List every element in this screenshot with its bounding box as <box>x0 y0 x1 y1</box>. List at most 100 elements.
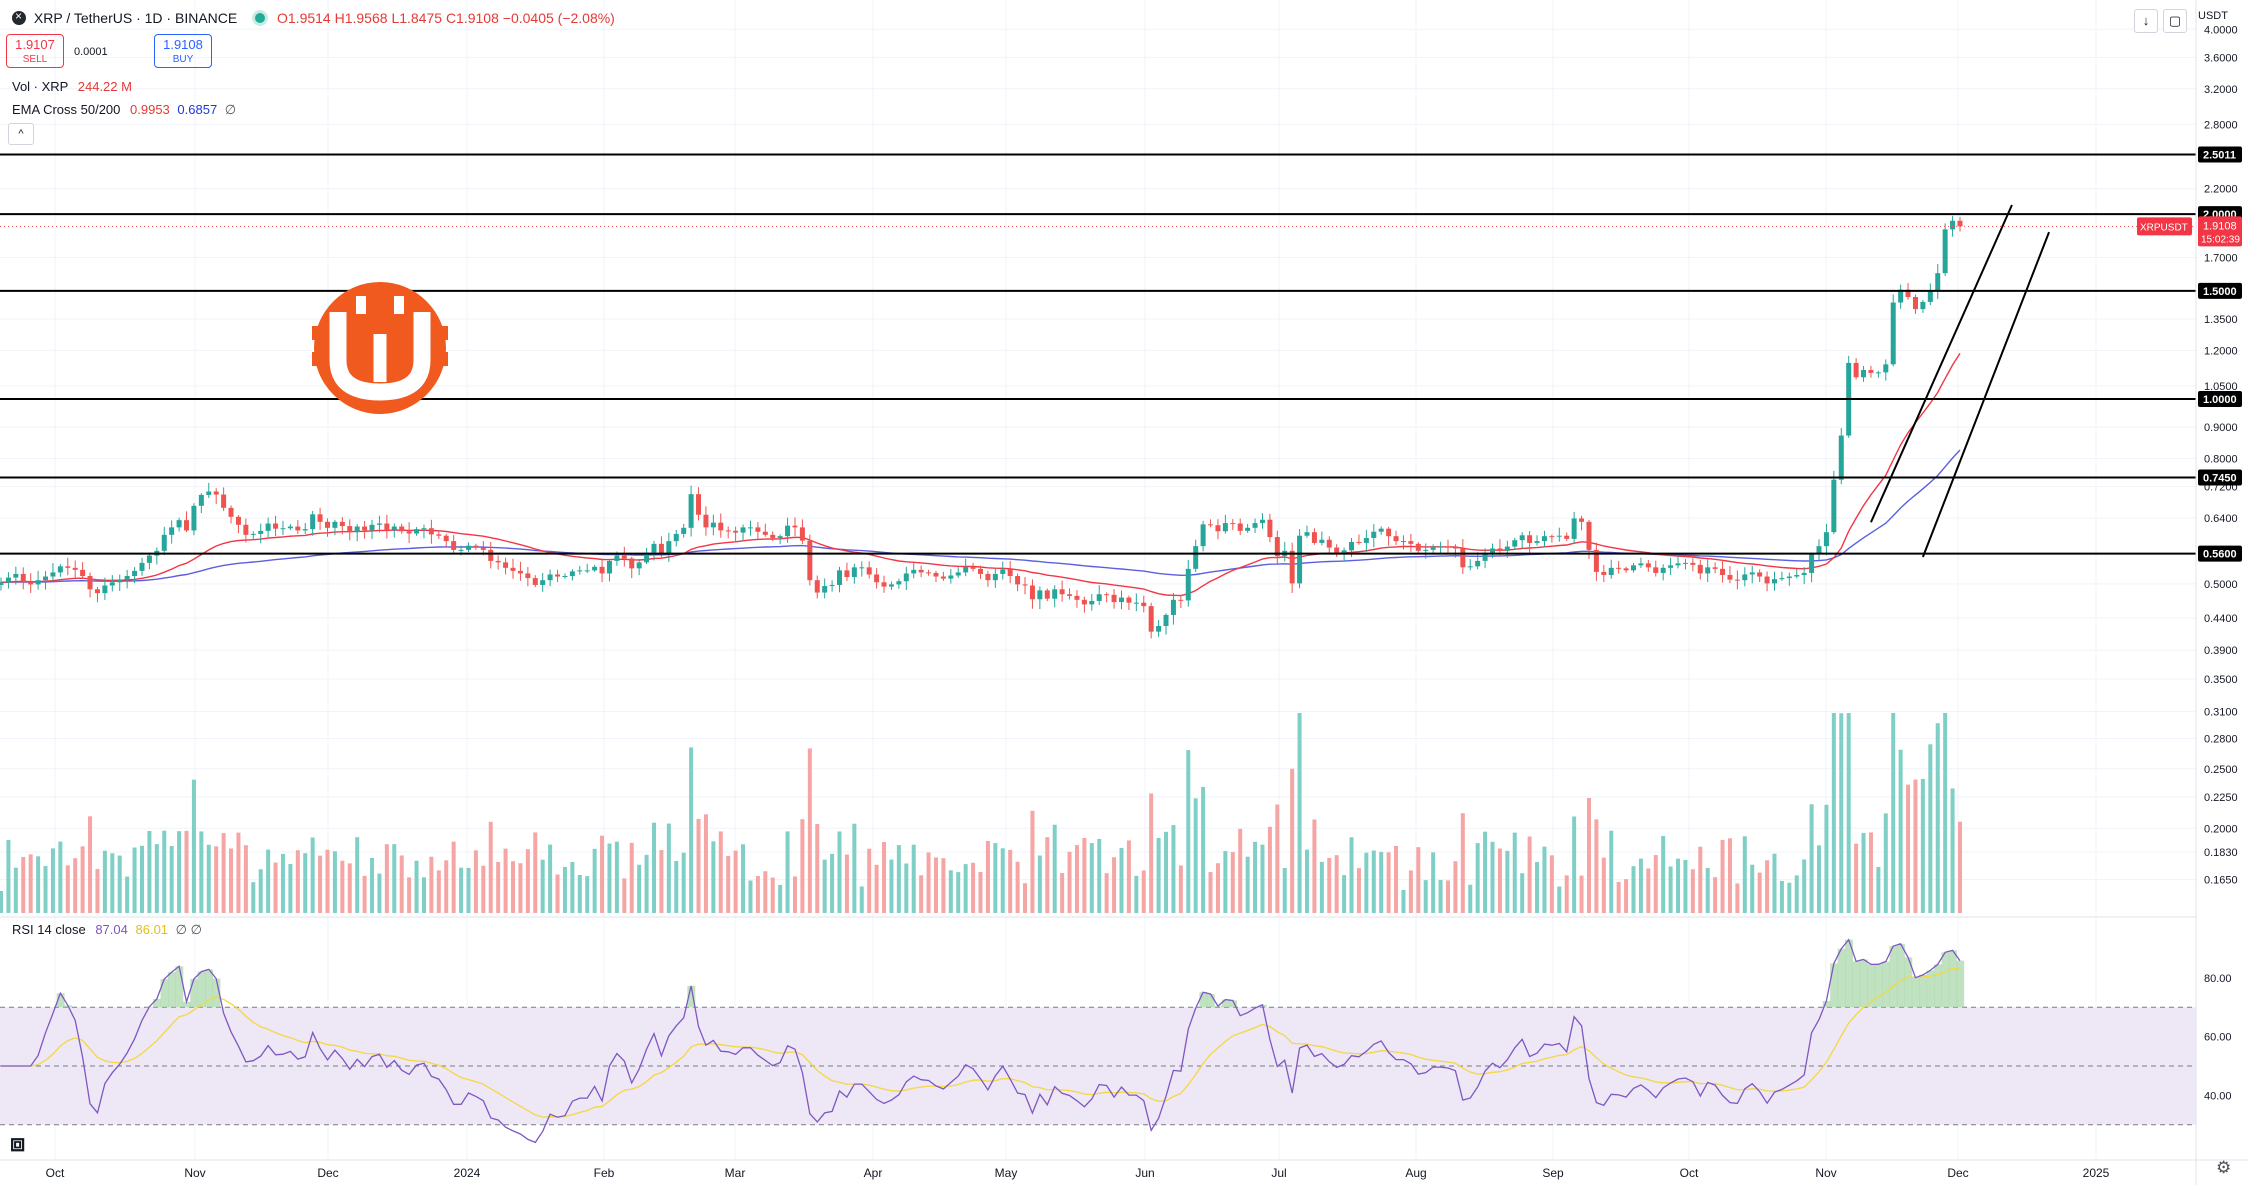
volume-bar <box>1958 821 1962 913</box>
candle-body <box>1156 625 1162 632</box>
volume-bar <box>1802 859 1807 913</box>
volume-bar <box>666 823 671 913</box>
candle-body <box>681 527 687 534</box>
candle-body <box>310 514 316 530</box>
volume-bar <box>295 850 300 913</box>
volume-bar <box>347 863 352 913</box>
candle-body <box>978 568 983 574</box>
volume-bar <box>926 852 931 913</box>
volume-bar <box>214 846 219 913</box>
volume-bar <box>577 875 582 913</box>
price-tick-label: 0.3900 <box>2204 645 2238 657</box>
volume-bar <box>1245 856 1250 913</box>
fullscreen-icon[interactable]: ▢ <box>2163 9 2187 33</box>
rsi-ob-segment <box>1844 939 1853 1008</box>
ema-suffix: ∅ <box>224 102 237 117</box>
volume-bar <box>392 844 397 913</box>
candle-body <box>1579 518 1585 522</box>
volume-bar <box>1045 837 1050 913</box>
volume-bar <box>1549 855 1554 913</box>
volume-bar <box>800 819 805 913</box>
volume-bar <box>703 814 708 913</box>
candle-body <box>1178 599 1184 601</box>
candle-body <box>1371 531 1377 538</box>
volume-bar <box>822 859 827 913</box>
volume-bar <box>956 872 961 913</box>
candle-body <box>1482 552 1488 561</box>
candle-body <box>851 567 857 578</box>
volume-bar <box>592 848 597 913</box>
logo-glyph <box>356 296 366 314</box>
candle-body <box>1222 523 1228 532</box>
volume-bar <box>689 747 694 913</box>
volume-bar <box>1601 857 1606 913</box>
candle-body <box>1430 546 1436 550</box>
volume-bar <box>370 857 375 913</box>
volume-bar <box>303 853 308 913</box>
volume-bar <box>830 853 835 913</box>
volume-bar <box>562 866 567 913</box>
candle-body <box>651 543 657 553</box>
volume-bar <box>1817 845 1822 913</box>
volume-bar <box>1141 870 1146 913</box>
candle-body <box>1148 606 1154 632</box>
volume-bar <box>58 841 63 913</box>
candle-body <box>1831 479 1837 533</box>
candle-body <box>1104 594 1110 596</box>
volume-bar <box>933 857 938 913</box>
volume-bar <box>1082 837 1087 913</box>
gear-icon[interactable]: ⚙ <box>2216 1158 2232 1177</box>
candle-body <box>1519 535 1525 541</box>
symbol-title[interactable]: XRP / TetherUS · 1D · BINANCE <box>33 10 238 26</box>
currency-selector[interactable]: USDT <box>2198 10 2228 22</box>
ema-legend[interactable]: EMA Cross 50/200 0.9953 0.6857 ∅ <box>12 102 236 118</box>
volume-bar <box>755 876 760 913</box>
time-tick-label: Sep <box>1542 1166 1564 1180</box>
candle-body <box>332 521 338 528</box>
candle-body <box>124 576 130 580</box>
candle-body <box>1141 602 1147 607</box>
candle-body <box>1490 548 1496 553</box>
candle-body <box>1349 542 1355 551</box>
volume-bar <box>1765 860 1770 913</box>
logo-tab <box>432 326 448 340</box>
candle-body <box>822 586 828 593</box>
volume-bar <box>1297 713 1302 913</box>
candle-body <box>191 505 197 531</box>
buy-button[interactable]: 1.9108 BUY <box>154 34 212 68</box>
volume-bar <box>1698 846 1703 913</box>
volume-bar <box>741 844 746 913</box>
candle-body <box>295 526 301 531</box>
volume-bar <box>1787 882 1792 913</box>
volume-bar <box>1653 855 1658 913</box>
candle-body <box>391 526 397 530</box>
collapse-legend-button[interactable]: ^ <box>8 123 34 145</box>
download-arrow-icon[interactable]: ↓ <box>2134 9 2158 33</box>
volume-bar <box>444 860 449 913</box>
candle-body <box>1712 567 1718 569</box>
candle-body <box>621 555 627 559</box>
rsi-ob-segment <box>1926 970 1935 1008</box>
rsi-legend[interactable]: RSI 14 close 87.04 86.01 ∅ ∅ <box>12 922 202 938</box>
volume-bar <box>1386 852 1391 913</box>
volume-bar <box>1312 819 1317 913</box>
candle-body <box>250 533 256 535</box>
candle-body <box>1927 290 1933 302</box>
volume-bar <box>1349 837 1354 913</box>
volume-legend[interactable]: Vol · XRP 244.22 M <box>12 79 132 94</box>
volume-bar <box>421 877 426 913</box>
tradingview-logo-icon: ⧈ <box>10 1130 26 1157</box>
candle-body <box>1779 578 1785 580</box>
volume-bar <box>429 856 434 913</box>
candlesticks <box>0 215 1963 639</box>
sell-button[interactable]: 1.9107 SELL <box>6 34 64 68</box>
candle-body <box>1549 536 1555 538</box>
candle-body <box>80 569 86 577</box>
rsi-ob-segment <box>1948 950 1957 1008</box>
rsi-ob-segment <box>1206 994 1215 1008</box>
candle-body <box>792 525 798 528</box>
volume-bar <box>525 849 530 913</box>
candle-body <box>614 555 620 561</box>
last-price-countdown: 15:02:39 <box>2201 234 2240 245</box>
